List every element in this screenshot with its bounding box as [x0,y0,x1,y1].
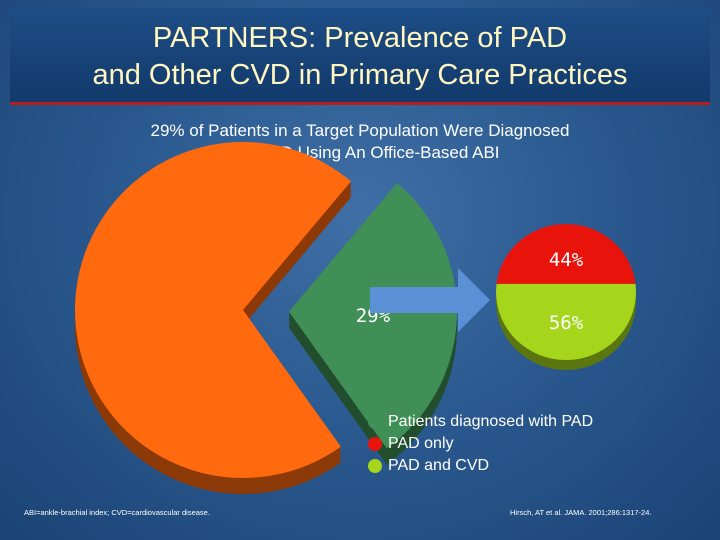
main-pie-chart: 29% [75,142,457,495]
legend-item: PAD only [368,433,593,455]
legend-swatch-icon [368,459,382,473]
legend-label: PAD and CVD [388,457,490,474]
legend-item: PAD and CVD [368,455,593,477]
legend-label: Patients diagnosed with PAD [388,413,594,430]
legend-swatch-icon [368,437,382,451]
page-title-line-2: and Other CVD in Primary Care Practices [92,59,628,91]
flow-arrow [370,268,490,332]
breakdown-slice-1 [496,283,636,360]
breakdown-slice-label-1: 56% [549,312,584,334]
footnote-abbreviations: ABI=ankle-brachial index; CVD=cardiovasc… [24,508,210,517]
breakdown-pie-chart: 44% 56% [496,224,636,370]
subtitle-line-1: 29% of Patients in a Target Population W… [150,121,570,140]
page-title-line-1: PARTNERS: Prevalence of PAD [152,22,568,54]
pie-slice-0 [288,183,457,449]
legend-label: PAD only [388,435,454,452]
footnote-citation: Hirsch, AT et al. JAMA. 2001;286:1317-24… [510,508,652,517]
chart-legend: Patients diagnosed with PAD PAD only PAD a… [368,411,593,477]
legend-swatch-icon [368,415,382,429]
breakdown-slice-label-0: 44% [549,249,584,271]
pie-slice-1 [75,142,351,478]
title-banner: PARTNERS: Prevalence of PAD and Other CV… [10,8,710,105]
legend-item: Patients diagnosed with PAD [368,411,593,433]
arrow-shape [370,268,490,332]
